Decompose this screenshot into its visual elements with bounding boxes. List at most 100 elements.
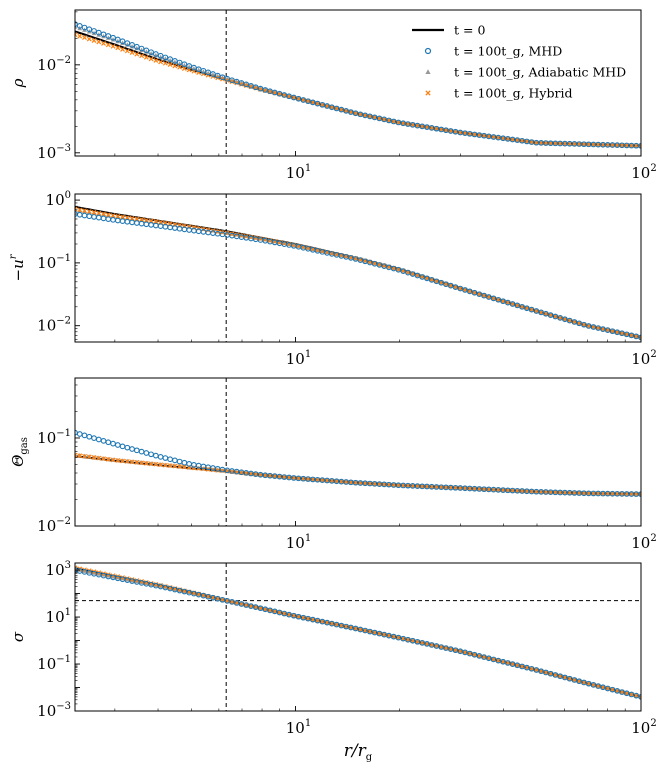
mhd-marker (153, 452, 159, 459)
hybrid-marker (129, 459, 135, 465)
hybrid-marker (181, 464, 187, 470)
plot-area-theta (75, 378, 641, 526)
hybrid-marker (239, 81, 244, 87)
mhd-marker (438, 279, 445, 286)
mhd-marker (81, 212, 88, 219)
hybrid-marker (134, 216, 140, 222)
hybrid-marker (253, 235, 259, 241)
mhd-marker (167, 456, 173, 463)
hybrid-marker (91, 38, 97, 43)
hybrid-marker (101, 456, 106, 462)
hybrid-marker (224, 77, 230, 83)
mhd-marker (129, 446, 135, 452)
hybrid-marker (148, 461, 154, 467)
adiabatic-marker (253, 84, 259, 90)
x-tick-label: 101 (286, 349, 311, 368)
panel-rho: 10−2 10−3 101 102 ρ (9, 9, 657, 182)
mhd-marker (419, 274, 426, 280)
y-tick-label: 10−2 (37, 55, 71, 74)
hybrid-marker (139, 460, 145, 466)
adiabatic-marker (248, 83, 254, 88)
x-tick-label: 101 (286, 718, 311, 737)
panel-theta: 10−1 10−2 101 102 Θgas (9, 377, 657, 552)
hybrid-marker (96, 455, 102, 461)
mhd-marker (153, 51, 159, 57)
hybrid-marker (139, 53, 145, 59)
legend-item-t0: t = 0 (412, 23, 485, 38)
x-axis-label: r/rg (344, 741, 373, 763)
y-tick-label: 10−1 (37, 428, 71, 447)
hybrid-marker (101, 211, 106, 217)
mhd-marker (195, 66, 202, 73)
hybrid-marker (172, 63, 178, 69)
mhd-marker (95, 214, 102, 221)
plot-area-rho (75, 10, 641, 156)
axes-frame (74, 193, 642, 343)
mhd-marker (176, 59, 183, 66)
hybrid-marker (96, 39, 102, 45)
mhd-marker (148, 49, 154, 56)
adiabatic-marker (234, 79, 240, 84)
mhd-marker (110, 216, 116, 223)
x-tick-label: 101 (286, 533, 311, 552)
mhd-marker (214, 72, 221, 79)
mhd-marker (143, 450, 150, 456)
x-tick-label: 101 (286, 163, 311, 182)
mhd-marker (91, 435, 97, 441)
mhd-marker (638, 142, 641, 149)
mhd-marker (110, 440, 116, 447)
adiabatic-marker (262, 87, 268, 92)
plot-area-sigma (75, 563, 641, 711)
mhd-marker (105, 33, 112, 39)
hybrid-marker (148, 580, 154, 586)
series-mhd (75, 21, 641, 149)
mhd-marker (95, 436, 102, 443)
series-line-t0 (75, 455, 641, 496)
mhd-marker (172, 57, 178, 64)
hybrid-marker (153, 219, 159, 224)
hybrid-marker (139, 579, 145, 584)
mhd-marker (452, 284, 459, 290)
mhd-marker (124, 444, 131, 451)
mhd-marker (76, 431, 83, 437)
mhd-marker (186, 63, 193, 69)
mhd-marker (181, 61, 188, 68)
mhd-marker (428, 276, 435, 283)
mhd-marker (400, 268, 407, 274)
adiabatic-marker (115, 38, 121, 44)
adiabatic-marker (267, 88, 273, 94)
mhd-marker (181, 459, 188, 466)
legend-label-mhd: t = 100t_g, MHD (454, 44, 562, 59)
mhd-marker (143, 47, 150, 54)
legend-label-t0: t = 0 (454, 23, 485, 38)
mhd-marker (100, 215, 107, 222)
mhd-marker (162, 455, 169, 461)
mhd-marker (172, 457, 178, 464)
mhd-marker (100, 31, 107, 38)
hybrid-marker (124, 48, 130, 54)
hybrid-marker (134, 51, 140, 57)
hybrid-marker (120, 575, 125, 580)
mhd-marker (148, 451, 154, 458)
axes-frame (74, 9, 642, 157)
mhd-marker (433, 278, 440, 285)
mhd-marker (200, 67, 207, 74)
legend-item-adiabatic: t = 100t_g, Adiabatic MHD (425, 65, 626, 80)
series-mhd (75, 429, 641, 498)
hybrid-marker (153, 58, 159, 63)
mhd-marker (219, 74, 226, 81)
x-tick-label: 102 (631, 533, 656, 552)
mhd-marker (176, 458, 183, 465)
hybrid-marker (172, 463, 178, 469)
hybrid-marker (162, 60, 168, 66)
hybrid-marker (239, 233, 244, 238)
hybrid-marker (91, 209, 97, 215)
mhd-marker (133, 220, 140, 226)
mhd-marker (105, 439, 112, 446)
mhd-marker (95, 29, 102, 36)
hybrid-marker (115, 45, 121, 51)
hybrid-marker (86, 209, 92, 214)
hybrid-marker (129, 577, 135, 582)
y-tick-label: 10−1 (37, 654, 71, 673)
hybrid-marker (120, 458, 125, 464)
